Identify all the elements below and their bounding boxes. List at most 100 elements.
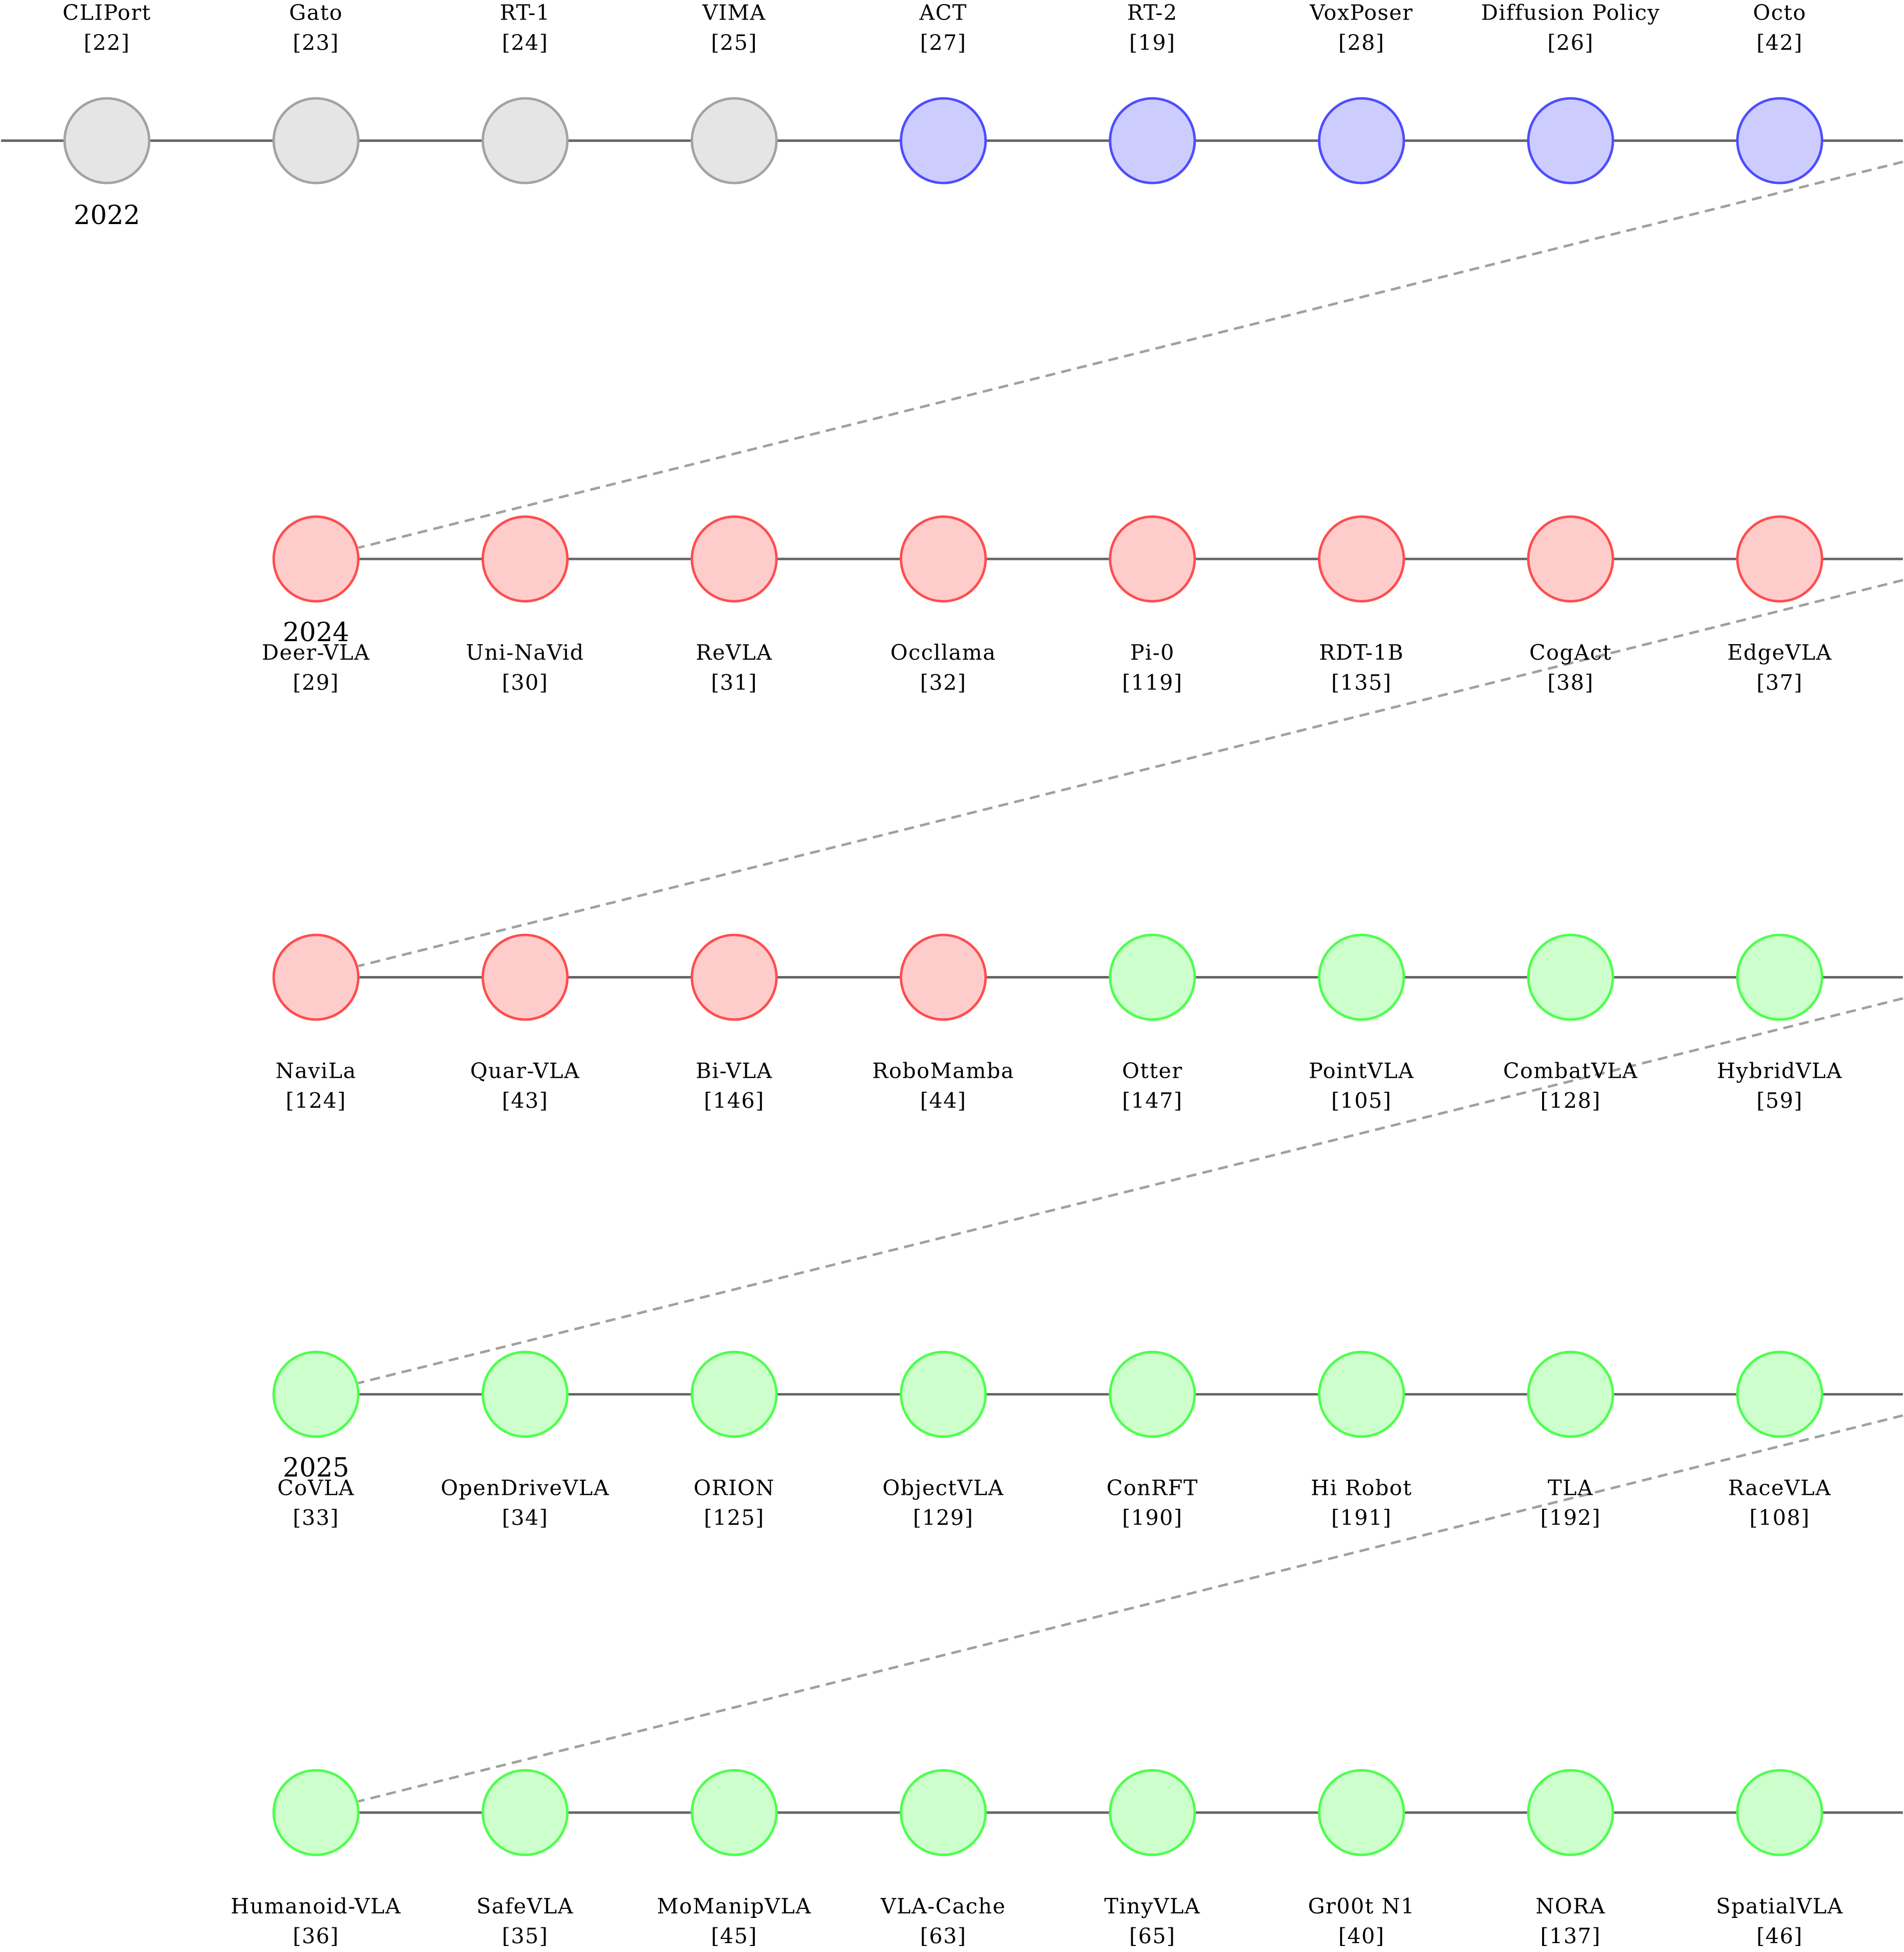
model-reference: [40] [1338, 1924, 1385, 1948]
timeline-node: Hi Robot [191] [1311, 1350, 1411, 1530]
model-reference: [45] [711, 1924, 758, 1948]
model-reference: [105] [1331, 1088, 1392, 1113]
model-reference: [34] [502, 1505, 548, 1530]
node-circle [690, 1350, 778, 1438]
model-reference: [38] [1547, 670, 1594, 695]
timeline-node: OpenDriveVLA [34] [441, 1350, 609, 1530]
timeline-node: Octo [42] [1736, 1, 1823, 184]
node-circle [1527, 1350, 1614, 1438]
timeline-row: CoVLA [33] OpenDriveVLA [34] ORION [125] Objec… [272, 1350, 1903, 1530]
node-circle [272, 1350, 360, 1438]
row-wrap-connector [358, 1414, 1903, 1803]
model-reference: [59] [1757, 1088, 1803, 1113]
model-reference: [31] [711, 670, 758, 695]
model-name: RDT-1B [1319, 640, 1404, 665]
model-reference: [119] [1122, 670, 1183, 695]
model-reference: [65] [1129, 1924, 1176, 1948]
node-circle [900, 1769, 987, 1856]
model-name: Octo [1753, 1, 1807, 25]
node-circle [1318, 1350, 1405, 1438]
model-reference: [24] [502, 30, 548, 55]
model-reference: [30] [502, 670, 548, 695]
timeline-node: RDT-1B [135] [1318, 515, 1405, 695]
node-circle [481, 1350, 569, 1438]
node-circle [481, 933, 569, 1021]
model-reference: [27] [920, 30, 967, 55]
model-name: ReVLA [696, 640, 772, 665]
timeline-node: Quar-VLA [43] [470, 933, 579, 1113]
year-label: 2024 [283, 618, 349, 648]
model-reference: [147] [1122, 1088, 1183, 1113]
model-reference: [29] [293, 670, 339, 695]
model-name: RT-2 [1127, 1, 1178, 25]
timeline-row: Humanoid-VLA [36] SafeVLA [35] MoManipVLA [45… [231, 1769, 1903, 1948]
timeline-node: Diffusion Policy [26] [1481, 1, 1660, 184]
model-reference: [19] [1129, 30, 1176, 55]
timeline-node: RT-1 [24] [481, 1, 569, 184]
node-circle [63, 97, 151, 184]
node-circle [1527, 933, 1614, 1021]
model-name: Occllama [891, 640, 996, 665]
model-name: CogAct [1529, 640, 1612, 665]
model-name: Gr00t N1 [1308, 1894, 1415, 1918]
timeline-node: CogAct [38] [1527, 515, 1614, 695]
timeline-node: Humanoid-VLA [36] [231, 1769, 400, 1948]
timeline-node: Gato [23] [272, 1, 360, 184]
node-circle [1109, 1350, 1196, 1438]
model-name: VIMA [702, 1, 766, 25]
timeline-node: NaviLa [124] [272, 933, 360, 1113]
model-name: ConRFT [1107, 1476, 1198, 1500]
model-reference: [124] [286, 1088, 346, 1113]
model-name: SpatialVLA [1716, 1894, 1843, 1918]
model-reference: [43] [502, 1088, 548, 1113]
model-name: MoManipVLA [657, 1894, 812, 1918]
model-reference: [108] [1750, 1505, 1810, 1530]
timeline-node: ConRFT [190] [1107, 1350, 1198, 1530]
node-circle [1527, 97, 1614, 184]
timeline-node: VLA-Cache [63] [880, 1769, 1005, 1948]
timeline-node: Pi-0 [119] [1109, 515, 1196, 695]
timeline-node: ReVLA [31] [690, 515, 778, 695]
model-name: CoVLA [277, 1476, 354, 1500]
model-reference: [33] [293, 1505, 339, 1530]
model-reference: [190] [1122, 1505, 1183, 1530]
node-circle [1736, 97, 1823, 184]
node-circle [481, 97, 569, 184]
timeline-row: Deer-VLA [29] Uni-NaVid [30] ReVLA [31] Occlla… [262, 515, 1903, 695]
node-circle [272, 1769, 360, 1856]
node-circle [900, 515, 987, 603]
model-name: Diffusion Policy [1481, 1, 1660, 25]
model-reference: [42] [1757, 30, 1803, 55]
node-circle [900, 933, 987, 1021]
model-name: EdgeVLA [1727, 640, 1832, 665]
timeline-node: SafeVLA [35] [477, 1769, 574, 1948]
timeline-node: Deer-VLA [29] [262, 515, 369, 695]
model-reference: [125] [704, 1505, 764, 1530]
model-reference: [25] [711, 30, 758, 55]
node-circle [690, 1769, 778, 1856]
node-circle [272, 97, 360, 184]
timeline-node: Otter [147] [1109, 933, 1196, 1113]
model-name: RoboMamba [872, 1059, 1014, 1083]
node-circle [690, 97, 778, 184]
node-circle [1109, 97, 1196, 184]
year-label: 2022 [74, 201, 140, 231]
model-name: NaviLa [276, 1059, 357, 1083]
model-reference: [22] [84, 30, 130, 55]
model-reference: [129] [913, 1505, 974, 1530]
timeline-row: CLIPort [22] Gato [23] RT-1 [24] VIMA [25] ACT [2… [1, 1, 1903, 231]
timeline-node: MoManipVLA [45] [657, 1769, 812, 1948]
model-name: SafeVLA [477, 1894, 574, 1918]
timeline-node: HybridVLA [59] [1717, 933, 1842, 1113]
model-name: Bi-VLA [696, 1059, 773, 1083]
node-circle [272, 933, 360, 1021]
model-name: TinyVLA [1104, 1894, 1200, 1918]
row-wrap-connector [358, 160, 1903, 549]
timeline-node: TinyVLA [65] [1104, 1769, 1200, 1948]
model-name: TLA [1548, 1476, 1593, 1500]
row-wrap-connector [358, 997, 1903, 1385]
model-name: Uni-NaVid [466, 640, 584, 665]
node-circle [690, 933, 778, 1021]
model-name: ACT [919, 1, 967, 25]
timeline-node: TLA [192] [1527, 1350, 1614, 1530]
